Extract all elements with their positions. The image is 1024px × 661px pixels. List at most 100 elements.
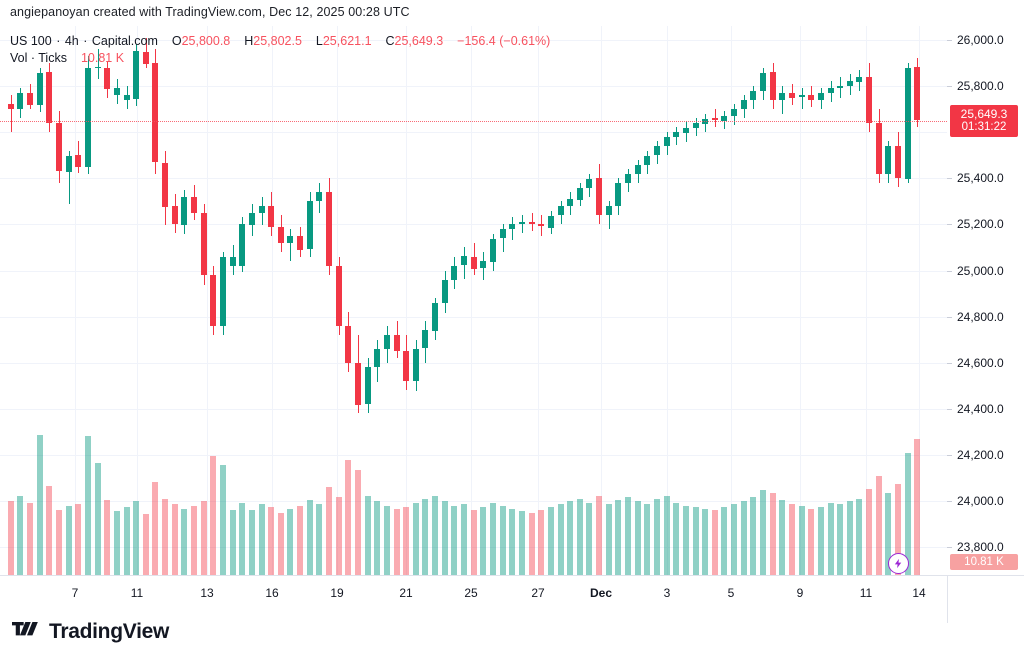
candle-body [480,261,486,268]
volume-bar [230,510,236,575]
volume-bar [355,470,361,575]
candle-body [230,257,236,266]
volume-bar [27,503,33,575]
volume-bar [365,496,371,575]
volume-bar [615,500,621,575]
candlestick [307,192,313,257]
candlestick [548,211,554,234]
candlestick [220,252,226,335]
tradingview-wordmark: TradingView [49,620,170,643]
candle-body [345,326,351,363]
candlestick [847,74,853,95]
gridline-vertical [406,26,407,575]
volume-bar [625,497,631,575]
volume-bar [95,463,101,575]
volume-bar [905,453,911,575]
volume-bar [172,504,178,575]
candlestick [278,215,284,252]
candlestick [779,86,785,114]
volume-bar [152,482,158,575]
chart-plot-area[interactable] [0,26,947,575]
candle-wick [68,151,70,204]
volume-bar [760,490,766,575]
candlestick [27,84,33,109]
current-price-line [0,26,947,575]
candle-wick [10,95,12,132]
legend-volume-label[interactable]: Vol · Ticks [10,51,67,65]
volume-bar [124,507,130,575]
candlestick [442,271,448,313]
tradingview-logo[interactable]: TradingView [12,620,169,644]
candlestick [230,245,236,275]
candle-body [683,128,689,133]
time-scale[interactable]: 7 11 13 16 19 21 25 27 Dec 3 5 9 11 14 [0,576,947,604]
price-tick-dash [947,547,952,548]
price-scale[interactable]: 26,000.0 25,800.0 25,400.0 25,200.0 25,000.0… [947,26,1024,575]
candlestick [355,335,361,413]
candle-body [268,206,274,227]
volume-bar [259,504,265,575]
lightning-bolt-icon[interactable] [888,553,909,574]
candlestick [374,340,380,382]
price-axis-tick: 24,800.0 [947,309,1024,325]
time-axis-tick: 9 [796,586,804,600]
candle-body [17,93,23,109]
legend-interval[interactable]: 4h [64,34,79,48]
candle-wick [608,201,610,229]
volume-bar [558,504,564,575]
price-tick-label: 24,800.0 [957,310,1004,324]
price-tick-label: 25,400.0 [957,171,1004,185]
candlestick [133,44,139,106]
volume-bar [480,507,486,575]
candle-body [191,197,197,213]
price-axis-tick: 25,000.0 [947,263,1024,279]
legend-symbol[interactable]: US 100 [10,34,52,48]
price-tick-label: 26,000.0 [957,33,1004,47]
candle-body [355,363,361,405]
candle-body [172,206,178,224]
candlestick [625,169,631,192]
candlestick [268,192,274,236]
volume-bar [837,504,843,575]
volume-bar [442,501,448,575]
volume-bar [46,486,52,575]
legend-exchange[interactable]: Capital.com [91,34,158,48]
candle-body [914,67,920,120]
gridline-horizontal [0,547,947,548]
candlestick [239,217,245,272]
candlestick [336,257,342,335]
candlestick [529,213,535,231]
candlestick [490,234,496,271]
gridline-vertical [75,26,76,575]
gridline-vertical [601,26,602,575]
attribution-text: angiepanoyan created with TradingView.co… [10,5,410,19]
gridline-horizontal [0,409,947,410]
gridline-horizontal [0,317,947,318]
time-axis-tick: 21 [399,586,413,600]
volume-value-tag[interactable]: 10.81 K [950,554,1018,570]
candle-body [152,63,158,162]
candle-body [297,236,303,250]
volume-bar [548,507,554,575]
candlestick [162,151,168,225]
candlestick [422,321,428,363]
candle-body [114,88,120,95]
candle-body [770,72,776,100]
candlestick [345,312,351,372]
candle-body [509,224,515,229]
candlestick [413,340,419,391]
tradingview-logo-icon [12,620,42,644]
candlestick [500,224,506,252]
current-price-tag[interactable]: 25,649.3 01:31:22 [950,105,1018,137]
candlestick [46,63,52,132]
candlestick [538,215,544,236]
volume-bar [307,500,313,575]
time-axis-tick: Dec [589,586,613,600]
price-tick-dash [947,40,952,41]
candlestick [808,86,814,107]
volume-bar [673,503,679,575]
candlestick [75,141,81,173]
volume-bar [114,511,120,575]
gridline-vertical [471,26,472,575]
legend-open-label: O [171,34,182,48]
